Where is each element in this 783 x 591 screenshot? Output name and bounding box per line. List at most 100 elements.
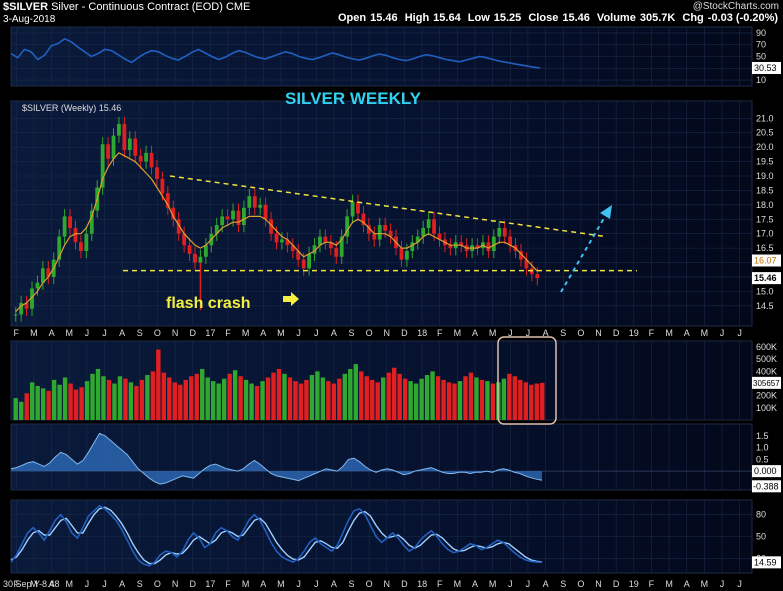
x-tick-label-bottom: M: [242, 579, 250, 589]
candle-body: [231, 210, 235, 220]
x-tick-label-bottom: J: [102, 579, 107, 589]
volume-bar: [309, 375, 315, 420]
candle-body: [415, 236, 420, 243]
exchange: CME: [225, 1, 251, 13]
volume-bar: [51, 379, 57, 420]
volume-bar: [205, 377, 210, 420]
volume-bar: [479, 379, 485, 420]
y-tick-label: 17.5: [756, 214, 774, 224]
x-tick-label: A: [543, 328, 549, 338]
low-value: 15.25: [493, 12, 522, 24]
x-tick-label: M: [489, 328, 497, 338]
y-tick-label: 400K: [756, 366, 777, 376]
price-legend: $SILVER (Weekly) 15.46: [22, 103, 121, 113]
candle-body: [165, 193, 170, 208]
candle-body: [432, 219, 436, 234]
volume-bar: [112, 383, 117, 420]
volume-bar: [260, 381, 265, 420]
zero-value-tag: [752, 465, 781, 478]
x-tick-label-bottom: O: [577, 579, 584, 589]
x-tick-label: M: [30, 328, 38, 338]
volume-bar: [243, 379, 249, 420]
stoch-k-line: [10, 504, 543, 567]
volume-bar: [337, 378, 342, 420]
candle-body: [350, 201, 355, 217]
x-tick-label-bottom: J: [737, 579, 742, 589]
volume-value-tag: [752, 376, 781, 389]
y-tick-label: 600K: [756, 342, 777, 352]
x-tick-label: F: [649, 328, 655, 338]
volume-bar: [397, 373, 402, 420]
volume-bar: [172, 382, 177, 420]
candle-body: [263, 204, 268, 220]
x-tick-label: F: [225, 328, 231, 338]
candle-body: [307, 253, 311, 269]
volume-bar: [342, 373, 348, 420]
x-tick-label-bottom: M: [701, 579, 709, 589]
x-tick-label: M: [277, 328, 285, 338]
y-tick-label: 19.5: [756, 157, 774, 167]
x-tick-label-bottom: J: [720, 579, 725, 589]
volume-bar: [293, 381, 298, 420]
candle-body: [117, 124, 121, 136]
candle-body: [290, 245, 295, 251]
y-tick-label: 500K: [756, 354, 777, 364]
volume-bar: [57, 384, 62, 420]
volume-bar: [139, 379, 145, 420]
volume-bar: [320, 377, 326, 420]
candle-body: [502, 227, 507, 237]
volume-bar: [254, 385, 260, 420]
moving-average-line: [15, 152, 538, 313]
candle-body: [535, 274, 540, 279]
volume-bar: [145, 375, 150, 420]
candle-body: [247, 196, 252, 208]
y-tick-label: 20.0: [756, 142, 774, 152]
x-tick-label: N: [384, 328, 391, 338]
candle-body: [274, 233, 279, 243]
y-tick-label: 18.5: [756, 185, 774, 195]
volume-bar: [238, 376, 243, 420]
x-tick-label: D: [401, 328, 408, 338]
candle-body: [57, 236, 62, 260]
x-tick-label-bottom: O: [154, 579, 161, 589]
bottom-date-label: 30 Sep Y-8.48: [3, 579, 60, 589]
y-tick-label: 80: [756, 510, 766, 520]
x-tick-label-bottom: N: [595, 579, 602, 589]
volume-bar: [227, 373, 232, 420]
ma-value-tag: [752, 254, 781, 267]
x-tick-label-bottom: M: [454, 579, 462, 589]
x-tick-label: F: [14, 328, 20, 338]
volume-bar: [265, 377, 271, 420]
candle-body: [242, 207, 246, 226]
x-tick-label: A: [260, 328, 266, 338]
x-tick-label-bottom: A: [472, 579, 478, 589]
chg-value: -0.03 (-0.20%): [707, 12, 779, 24]
y-tick-label: 19.0: [756, 171, 774, 181]
volume-bar: [424, 375, 430, 420]
y-tick-label: 0.5: [756, 454, 769, 464]
volume-bar: [183, 379, 188, 420]
resistance-trendline: [169, 175, 607, 238]
volume-bar: [40, 388, 46, 420]
volume-bar: [375, 382, 380, 420]
open-label: Open: [338, 12, 367, 24]
volume-bar: [178, 384, 183, 420]
volume-bar: [534, 383, 539, 420]
volume-bar: [24, 393, 29, 420]
candle-body: [410, 242, 415, 251]
x-tick-label-bottom: J: [85, 579, 90, 589]
volume-bar: [359, 371, 364, 420]
x-tick-label: M: [242, 328, 250, 338]
last-price-label: 15.46: [754, 273, 777, 283]
candle-body: [491, 236, 496, 251]
candle-body: [361, 213, 366, 226]
open-value: 15.46: [370, 12, 398, 24]
candle-body: [79, 242, 83, 251]
x-tick-label-bottom: A: [543, 579, 549, 589]
candle-body: [399, 248, 404, 260]
series: [10, 37, 637, 567]
x-tick-label: O: [154, 328, 161, 338]
macd-area: [11, 433, 542, 485]
candle-body: [486, 242, 491, 251]
candle-body: [171, 207, 176, 220]
